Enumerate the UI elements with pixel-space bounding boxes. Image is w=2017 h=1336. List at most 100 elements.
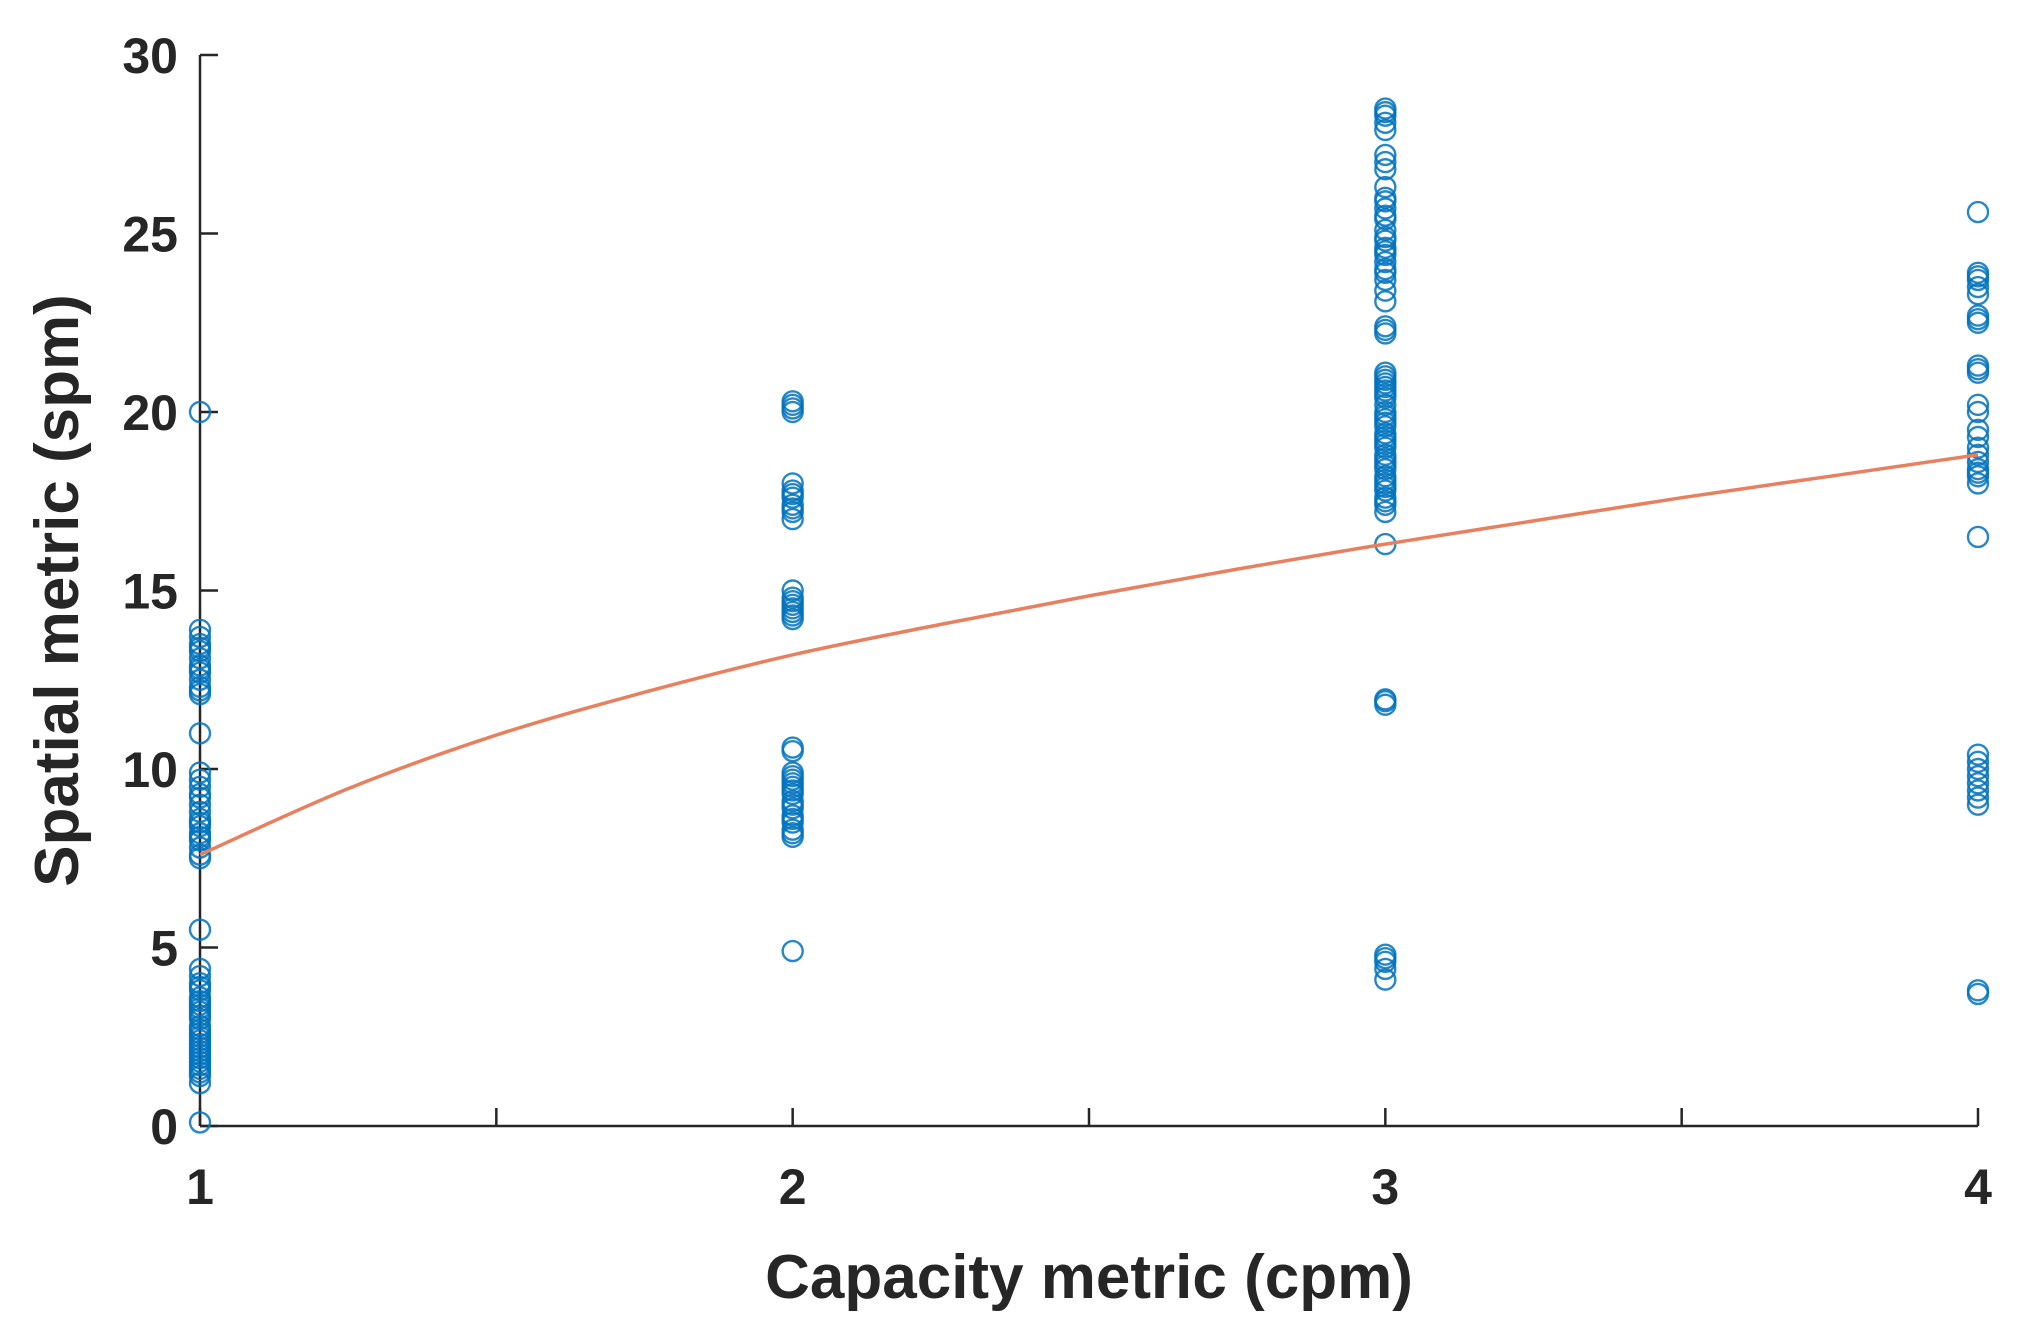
data-point — [188, 618, 212, 641]
y-tick-label: 25 — [122, 207, 178, 263]
data-point — [1966, 275, 1990, 299]
data-point — [188, 800, 212, 824]
data-point — [1374, 150, 1397, 174]
data-point — [1966, 525, 1990, 549]
data-point — [1966, 282, 1990, 306]
data-point — [1966, 200, 1990, 224]
fit-line — [199, 453, 1979, 857]
data-point — [1374, 204, 1397, 227]
data-point — [781, 482, 804, 506]
data-point — [1374, 197, 1397, 220]
data-point — [1374, 500, 1397, 524]
data-point — [1966, 779, 1990, 802]
data-point — [781, 597, 804, 620]
data-point — [781, 497, 804, 520]
data-point — [188, 1046, 212, 1070]
data-point — [188, 1032, 212, 1056]
data-point — [1374, 404, 1397, 427]
data-point — [1966, 982, 1990, 1006]
data-point — [1374, 361, 1397, 384]
y-ticks-group: 0 5 10 15 20 25 30 — [122, 28, 218, 1155]
data-point — [781, 604, 804, 627]
data-point — [1374, 268, 1397, 292]
data-point — [188, 1039, 212, 1063]
data-point — [1374, 468, 1397, 492]
y-tick-label: 10 — [122, 742, 178, 798]
data-point — [1966, 425, 1990, 449]
data-point — [188, 647, 212, 670]
data-point — [1374, 375, 1397, 399]
x-tick-label: 3 — [1371, 1159, 1399, 1215]
data-point — [188, 957, 212, 981]
data-point — [188, 996, 212, 1020]
data-point — [1374, 957, 1397, 981]
data-point — [1374, 382, 1397, 406]
data-point — [781, 764, 804, 788]
x-axis-label: Capacity metric (cpm) — [765, 1243, 1413, 1312]
data-point — [781, 472, 804, 495]
data-point — [1374, 490, 1397, 513]
data-point — [1966, 757, 1990, 781]
data-point — [1374, 290, 1397, 313]
data-point — [781, 772, 804, 795]
data-point — [188, 657, 212, 681]
data-point — [1374, 475, 1397, 499]
data-point — [1966, 461, 1990, 484]
data-point — [1374, 432, 1397, 456]
data-point — [188, 847, 212, 870]
data-point — [1966, 265, 1990, 288]
data-point — [1374, 225, 1397, 249]
data-point — [1374, 447, 1397, 470]
data-point — [781, 507, 804, 531]
data-point — [1966, 750, 1990, 774]
data-point — [188, 1018, 212, 1041]
data-point — [1374, 368, 1397, 392]
data-point — [1966, 772, 1990, 795]
data-point — [1374, 190, 1397, 213]
y-tick-label: 15 — [122, 564, 178, 620]
data-point — [1374, 261, 1397, 284]
data-points-group — [188, 97, 1990, 1134]
data-point — [1374, 947, 1397, 970]
data-point — [188, 1111, 212, 1134]
data-point — [1966, 436, 1990, 459]
data-point — [188, 782, 212, 806]
y-tick-label: 5 — [150, 921, 178, 977]
data-point — [781, 822, 804, 845]
data-point — [188, 975, 212, 998]
data-point — [1374, 118, 1397, 142]
data-point — [1374, 425, 1397, 449]
data-point — [1374, 279, 1397, 302]
y-axis-label: Spatial metric (spm) — [23, 294, 92, 887]
data-point — [1966, 786, 1990, 809]
data-point — [1374, 175, 1397, 199]
data-point — [1374, 968, 1397, 991]
data-point — [188, 811, 212, 834]
data-point — [188, 825, 212, 849]
data-point — [188, 636, 212, 659]
data-point — [188, 1071, 212, 1095]
data-point — [188, 761, 212, 784]
data-point — [188, 400, 212, 424]
data-point — [1374, 454, 1397, 477]
data-point — [781, 793, 804, 816]
y-tick-label: 20 — [122, 385, 178, 441]
data-point — [1966, 743, 1990, 766]
data-point — [1966, 418, 1990, 442]
data-point — [781, 590, 804, 613]
data-point — [188, 1054, 212, 1077]
data-point — [1374, 250, 1397, 274]
data-point — [188, 836, 212, 859]
data-point — [1374, 393, 1397, 417]
data-point — [1966, 393, 1990, 417]
data-point — [1374, 111, 1397, 135]
data-point — [781, 400, 804, 424]
x-tick-label: 1 — [186, 1159, 214, 1215]
data-point — [188, 918, 212, 941]
data-point — [1966, 450, 1990, 474]
data-point — [1374, 693, 1397, 716]
data-point — [188, 793, 212, 816]
data-point — [188, 1004, 212, 1027]
